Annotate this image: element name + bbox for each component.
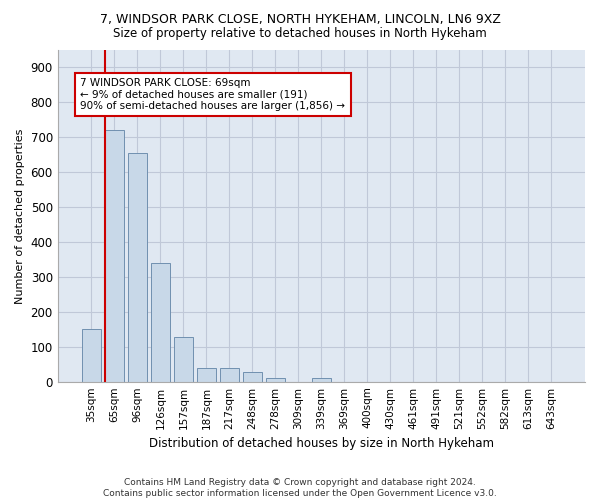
X-axis label: Distribution of detached houses by size in North Hykeham: Distribution of detached houses by size … [149,437,494,450]
Y-axis label: Number of detached properties: Number of detached properties [15,128,25,304]
Bar [220,368,239,382]
Text: Size of property relative to detached houses in North Hykeham: Size of property relative to detached ho… [113,28,487,40]
Bar [128,153,147,382]
Text: 7 WINDSOR PARK CLOSE: 69sqm
← 9% of detached houses are smaller (191)
90% of sem: 7 WINDSOR PARK CLOSE: 69sqm ← 9% of deta… [80,78,346,111]
Text: Contains HM Land Registry data © Crown copyright and database right 2024.
Contai: Contains HM Land Registry data © Crown c… [103,478,497,498]
Bar [104,130,124,382]
Bar [82,330,101,382]
Bar [242,372,262,382]
Text: 7, WINDSOR PARK CLOSE, NORTH HYKEHAM, LINCOLN, LN6 9XZ: 7, WINDSOR PARK CLOSE, NORTH HYKEHAM, LI… [100,12,500,26]
Bar [197,368,216,382]
Bar [173,337,193,382]
Bar [151,263,170,382]
Bar [266,378,285,382]
Bar [311,378,331,382]
